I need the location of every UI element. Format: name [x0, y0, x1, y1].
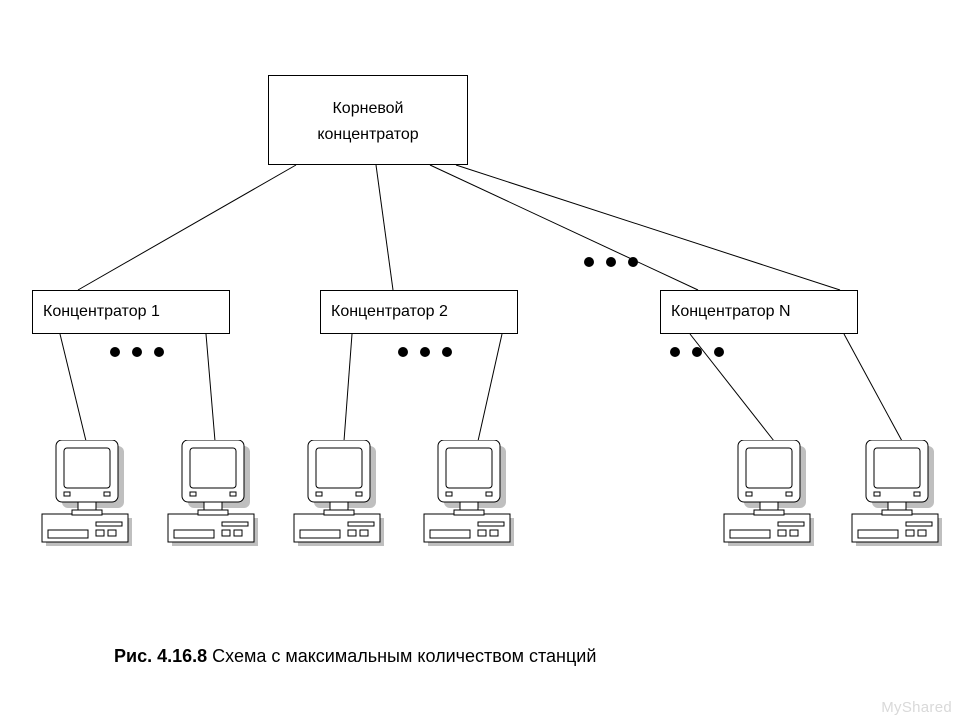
dot	[398, 347, 408, 357]
root-concentrator-box: Корневой концентратор	[268, 75, 468, 165]
dot	[420, 347, 430, 357]
ellipsis-dots-lower-2	[398, 347, 452, 357]
dot	[154, 347, 164, 357]
ellipsis-dots-upper	[584, 257, 638, 267]
figure-caption: Рис. 4.16.8 Схема с максимальным количес…	[114, 646, 596, 667]
diagram-canvas: Корневой концентратор Концентратор 1 Кон…	[0, 0, 960, 720]
hub-label-n: Концентратор N	[671, 303, 791, 321]
hub-box-1: Концентратор 1	[32, 290, 230, 334]
dot	[606, 257, 616, 267]
dot	[670, 347, 680, 357]
dot	[110, 347, 120, 357]
hub-label-2: Концентратор 2	[331, 303, 448, 321]
connection-lines	[0, 0, 960, 720]
hub-box-2: Концентратор 2	[320, 290, 518, 334]
dot	[628, 257, 638, 267]
dot	[714, 347, 724, 357]
computer-icon	[38, 440, 138, 550]
ellipsis-dots-lower-3	[670, 347, 724, 357]
dot	[584, 257, 594, 267]
computer-icon	[848, 440, 948, 550]
dot	[132, 347, 142, 357]
root-label-line1: Корневой	[317, 96, 418, 122]
computer-icon	[164, 440, 264, 550]
caption-text: Схема с максимальным количеством станций	[207, 646, 596, 666]
dot	[442, 347, 452, 357]
hub-box-n: Концентратор N	[660, 290, 858, 334]
hub-label-1: Концентратор 1	[43, 303, 160, 321]
dot	[692, 347, 702, 357]
computer-icon	[420, 440, 520, 550]
ellipsis-dots-lower-1	[110, 347, 164, 357]
caption-prefix: Рис. 4.16.8	[114, 646, 207, 666]
computer-icon	[720, 440, 820, 550]
root-label-line2: концентратор	[317, 122, 418, 148]
computer-icon	[290, 440, 390, 550]
watermark-text: MyShared	[881, 699, 952, 716]
